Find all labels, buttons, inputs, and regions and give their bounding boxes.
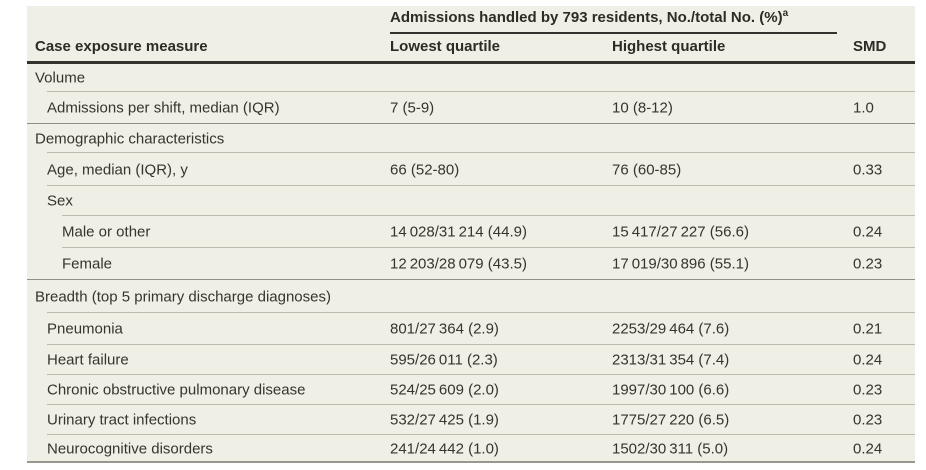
row-divider — [47, 91, 915, 92]
column-header-smd: SMD — [853, 38, 887, 55]
table-row-section-volume: Volume — [27, 64, 915, 92]
row-divider — [62, 247, 915, 248]
column-header-case-exposure-measure: Case exposure measure — [35, 38, 208, 55]
table-row-neurocognitive-disorders: Neurocognitive disorders 241/24 442 (1.0… — [27, 435, 915, 463]
spanner-underline — [390, 32, 837, 34]
cell-highest-quartile: 10 (8-12) — [612, 99, 673, 117]
cell-lowest-quartile: 66 (52-80) — [390, 161, 460, 178]
cell-smd: 0.21 — [853, 320, 883, 338]
table-header: Admissions handled by 793 residents, No.… — [27, 6, 915, 64]
cell-highest-quartile: 2313/31 354 (7.4) — [612, 351, 730, 369]
cell-smd: 0.23 — [853, 255, 883, 273]
cell-highest-quartile: 1997/30 100 (6.6) — [612, 381, 730, 399]
table-row-copd: Chronic obstructive pulmonary disease 52… — [27, 375, 915, 405]
row-label: Pneumonia — [47, 320, 123, 338]
row-label: Female — [62, 255, 113, 273]
section-label: Volume — [35, 69, 86, 87]
column-header-highest-quartile: Highest quartile — [612, 38, 726, 55]
cell-lowest-quartile: 241/24 442 (1.0) — [390, 440, 499, 458]
subsection-label: Sex — [47, 192, 73, 210]
row-divider — [47, 344, 915, 345]
section-divider — [27, 123, 915, 124]
cell-smd: 1.0 — [853, 99, 874, 117]
table-row-age: Age, median (IQR), y 66 (52-80) 76 (60-8… — [27, 153, 915, 186]
cell-lowest-quartile: 14 028/31 214 (44.9) — [390, 223, 527, 241]
table-row-pneumonia: Pneumonia 801/27 364 (2.9) 2253/29 464 (… — [27, 313, 915, 345]
cell-lowest-quartile: 524/25 609 (2.0) — [390, 381, 499, 399]
cell-highest-quartile: 15 417/27 227 (56.6) — [612, 223, 749, 241]
cell-highest-quartile: 2253/29 464 (7.6) — [612, 320, 730, 338]
row-divider — [47, 374, 915, 375]
row-label: Age, median (IQR), y — [47, 161, 188, 178]
cell-lowest-quartile: 595/26 011 (2.3) — [390, 351, 498, 369]
cell-smd: 0.24 — [853, 351, 883, 369]
cell-smd: 0.23 — [853, 411, 883, 429]
row-label: Urinary tract infections — [47, 411, 197, 429]
cell-highest-quartile: 17 019/30 896 (55.1) — [612, 255, 749, 273]
table-row-admissions-per-shift: Admissions per shift, median (IQR) 7 (5-… — [27, 92, 915, 124]
case-exposure-table: Admissions handled by 793 residents, No.… — [27, 6, 915, 463]
row-label: Chronic obstructive pulmonary disease — [47, 381, 306, 399]
section-label: Demographic characteristics — [35, 130, 225, 147]
row-divider — [62, 215, 915, 216]
row-divider — [47, 404, 915, 405]
cell-lowest-quartile: 801/27 364 (2.9) — [390, 320, 499, 338]
table-row-section-demographic-characteristics: Demographic characteristics — [27, 124, 915, 153]
table-row-section-breadth: Breadth (top 5 primary discharge diagnos… — [27, 280, 915, 313]
cell-lowest-quartile: 532/27 425 (1.9) — [390, 411, 499, 429]
cell-lowest-quartile: 7 (5-9) — [390, 99, 435, 117]
cell-smd: 0.24 — [853, 440, 883, 458]
table-row-subsection-sex: Sex — [27, 186, 915, 216]
cell-highest-quartile: 1775/27 220 (6.5) — [612, 411, 730, 429]
table-row-urinary-tract-infections: Urinary tract infections 532/27 425 (1.9… — [27, 405, 915, 435]
cell-highest-quartile: 1502/30 311 (5.0) — [612, 440, 729, 458]
row-divider — [47, 312, 915, 313]
cell-lowest-quartile: 12 203/28 079 (43.5) — [390, 255, 527, 273]
spanner-heading: Admissions handled by 793 residents, No.… — [390, 8, 789, 27]
table-row-male-or-other: Male or other 14 028/31 214 (44.9) 15 41… — [27, 216, 915, 248]
row-label: Neurocognitive disorders — [47, 440, 213, 458]
row-label: Male or other — [62, 223, 151, 241]
section-divider — [27, 279, 915, 280]
spanner-heading-text: Admissions handled by 793 residents, No.… — [390, 9, 783, 26]
table-row-female: Female 12 203/28 079 (43.5) 17 019/30 89… — [27, 248, 915, 280]
cell-highest-quartile: 76 (60-85) — [612, 161, 682, 178]
cell-smd: 0.24 — [853, 223, 883, 241]
table-row-heart-failure: Heart failure 595/26 011 (2.3) 2313/31 3… — [27, 345, 915, 375]
footnote-marker-a: a — [782, 8, 789, 19]
column-header-lowest-quartile: Lowest quartile — [390, 38, 501, 55]
row-divider — [47, 152, 915, 153]
cell-smd: 0.23 — [853, 381, 883, 399]
cell-smd: 0.33 — [853, 161, 883, 178]
row-label: Heart failure — [47, 351, 129, 369]
section-label: Breadth (top 5 primary discharge diagnos… — [35, 288, 331, 305]
row-divider — [47, 434, 915, 435]
row-label: Admissions per shift, median (IQR) — [47, 99, 280, 117]
row-divider — [47, 185, 915, 186]
